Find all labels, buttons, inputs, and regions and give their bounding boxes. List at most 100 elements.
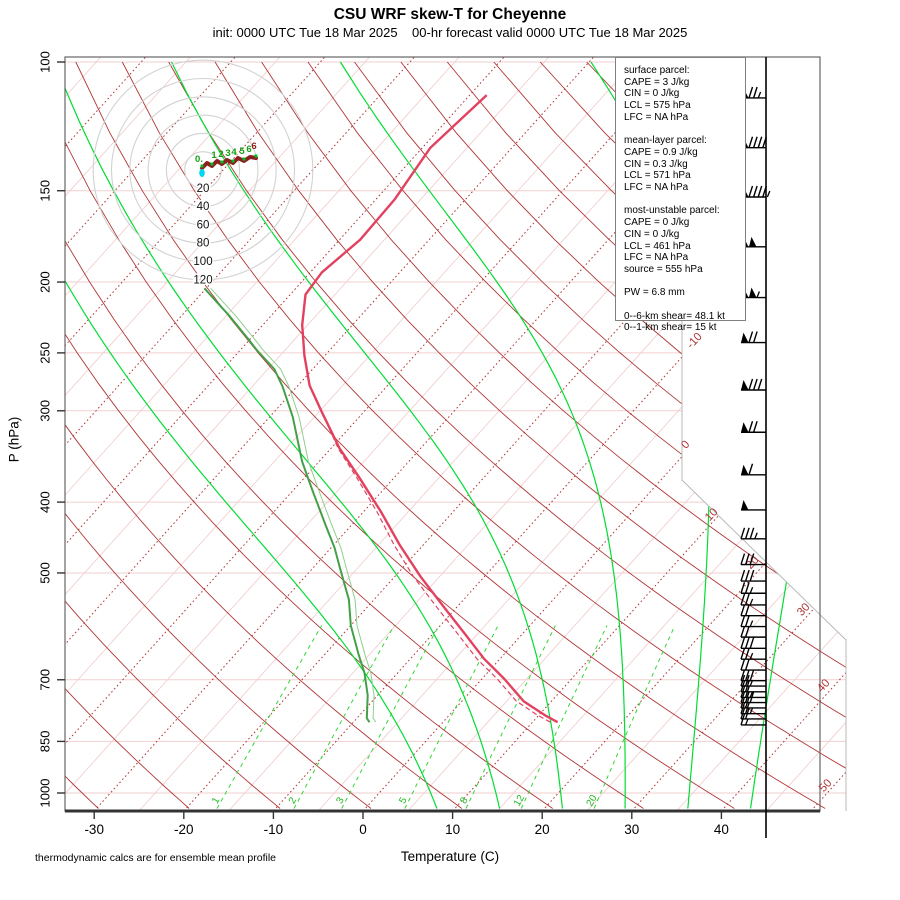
parcel-stat-line: CIN = 0 J/kg xyxy=(624,88,680,100)
dry-adiabat-line xyxy=(307,61,846,809)
parcel-stat-line: CIN = 0.3 J/kg xyxy=(624,158,688,170)
isotherm-line xyxy=(65,57,684,811)
isotherm-line xyxy=(541,57,846,811)
wind-barb xyxy=(740,604,766,617)
pressure-tick-label: 400 xyxy=(37,491,52,513)
isotherm-line xyxy=(317,57,846,811)
dry-adiabat-line xyxy=(75,61,826,809)
pressure-axis-title: P (hPa) xyxy=(6,416,22,463)
moist-adiabat-line xyxy=(65,61,501,809)
dry-adiabat-line xyxy=(65,61,644,809)
hodograph-height-label: 6 xyxy=(246,144,251,155)
temperature-profile-line xyxy=(301,94,559,724)
parcel-stat-line: LCL = 575 hPa xyxy=(624,100,691,112)
hodograph-ring xyxy=(165,132,241,208)
hodograph-ring xyxy=(129,96,277,244)
wind-barb xyxy=(740,647,766,660)
mixing-ratio-label: 1 xyxy=(210,795,223,806)
dry-adiabat-line xyxy=(168,61,846,809)
wind-barb xyxy=(741,499,766,511)
parcel-stat-line: 0--6-km shear= 48.1 kt xyxy=(624,310,725,322)
wind-barb xyxy=(740,569,766,582)
wind-barb xyxy=(741,463,766,476)
init-valid-subtitle: init: 0000 UTC Tue 18 Mar 2025 00-hr for… xyxy=(212,25,688,40)
isotherm-line xyxy=(810,57,846,811)
isotherm-line xyxy=(228,57,846,811)
parcel-section-title: most-unstable parcel: xyxy=(624,205,720,217)
dry-adiabat-line xyxy=(65,61,281,809)
info-box-spacer xyxy=(624,124,745,136)
parcel-info-box: surface parcel: CAPE = 3 J/kg CIN = 0 J/kg… xyxy=(615,57,746,333)
info-box-spacer xyxy=(624,299,745,311)
isotherm-line xyxy=(65,57,639,811)
mixing-ratio-line xyxy=(404,625,499,809)
parcel-stat-line: CAPE = 0 J/kg xyxy=(624,217,690,229)
parcel-stat-line: 0--1-km shear= 15 kt xyxy=(624,322,717,334)
pressure-tick-label: 100 xyxy=(37,51,52,73)
isotherm-line xyxy=(65,57,415,811)
moist-adiabat-line xyxy=(339,61,626,809)
isotherm-line xyxy=(65,57,146,811)
mixing-ratio-label: 2 xyxy=(287,795,300,806)
hodograph-ring-label: 20 xyxy=(197,183,210,195)
parcel-stat-line: CIN = 0 J/kg xyxy=(624,228,680,240)
isotherm-line xyxy=(586,57,846,811)
hodograph-height-label: 5 xyxy=(239,146,245,157)
wind-barb xyxy=(740,686,766,699)
hodograph-ring xyxy=(184,151,222,189)
dry-adiabat-line xyxy=(354,61,846,809)
isotherm-line xyxy=(65,57,236,811)
page-title: CSU WRF skew-T for Cheyenne xyxy=(333,6,567,23)
moist-adiabat-line xyxy=(749,61,846,809)
parcel-section-title: mean-layer parcel: xyxy=(624,135,707,147)
wind-barb xyxy=(740,637,766,650)
hodograph-height-label: 3 xyxy=(225,148,230,159)
temperature-tick-label: 10 xyxy=(445,822,460,837)
wind-barb xyxy=(740,702,766,715)
hodograph-height-marker xyxy=(200,164,204,168)
dry-adiabat-line xyxy=(65,61,372,809)
hodograph-ring-label: 60 xyxy=(197,219,210,231)
isotherm-label: 30 xyxy=(795,601,813,619)
mixing-ratio-line xyxy=(293,625,395,809)
temperature-tick-label: -10 xyxy=(264,822,284,837)
parcel-stat-line: LFC = NA hPa xyxy=(624,182,689,194)
hodograph-height-label: 4 xyxy=(231,147,237,158)
storm-motion-dot xyxy=(199,169,205,177)
moist-adiabat-line xyxy=(65,61,438,809)
dry-adiabat-line xyxy=(65,61,190,809)
pressure-tick-label: 300 xyxy=(37,400,52,422)
temperature-tick-label: -30 xyxy=(84,822,104,837)
isotherm-line xyxy=(452,57,846,811)
hodograph-height-label: 1 xyxy=(211,150,217,161)
dry-adiabat-line xyxy=(65,61,553,809)
isotherm-line xyxy=(65,57,326,811)
parcel-stat-line: LCL = 461 hPa xyxy=(624,240,691,252)
hodograph-height-label: 2 xyxy=(218,149,223,160)
hodograph-ring-label: 100 xyxy=(193,256,212,268)
parcel-stat-line: source = 555 hPa xyxy=(624,263,703,275)
hodograph-height-marker xyxy=(254,154,258,158)
wind-barb xyxy=(740,713,766,726)
parcel-stat-line: CAPE = 3 J/kg xyxy=(624,76,690,88)
parcel-stat-line: CAPE = 0.9 J/kg xyxy=(624,146,698,158)
wind-barb xyxy=(741,331,766,344)
mixing-ratio-label: 8 xyxy=(458,795,471,806)
isotherm-line xyxy=(65,57,191,811)
hodograph-ring-label: 80 xyxy=(197,238,210,250)
hodograph-height-label: 6 xyxy=(251,141,256,152)
hodograph-height-marker xyxy=(210,162,214,166)
footer-note: thermodynamic calcs are for ensemble mea… xyxy=(35,852,277,864)
wind-barb xyxy=(741,378,766,391)
dry-adiabat-line xyxy=(65,61,463,809)
isotherm-line xyxy=(856,57,900,811)
wind-barb xyxy=(740,615,766,628)
isotherm-line xyxy=(65,57,594,811)
isotherm-line xyxy=(65,57,281,811)
mixing-ratio-label: 12 xyxy=(512,793,527,809)
wind-barb xyxy=(740,669,766,682)
isotherm-line xyxy=(65,57,460,811)
hodograph-ring xyxy=(110,77,296,263)
pressure-tick-label: 150 xyxy=(37,180,52,202)
